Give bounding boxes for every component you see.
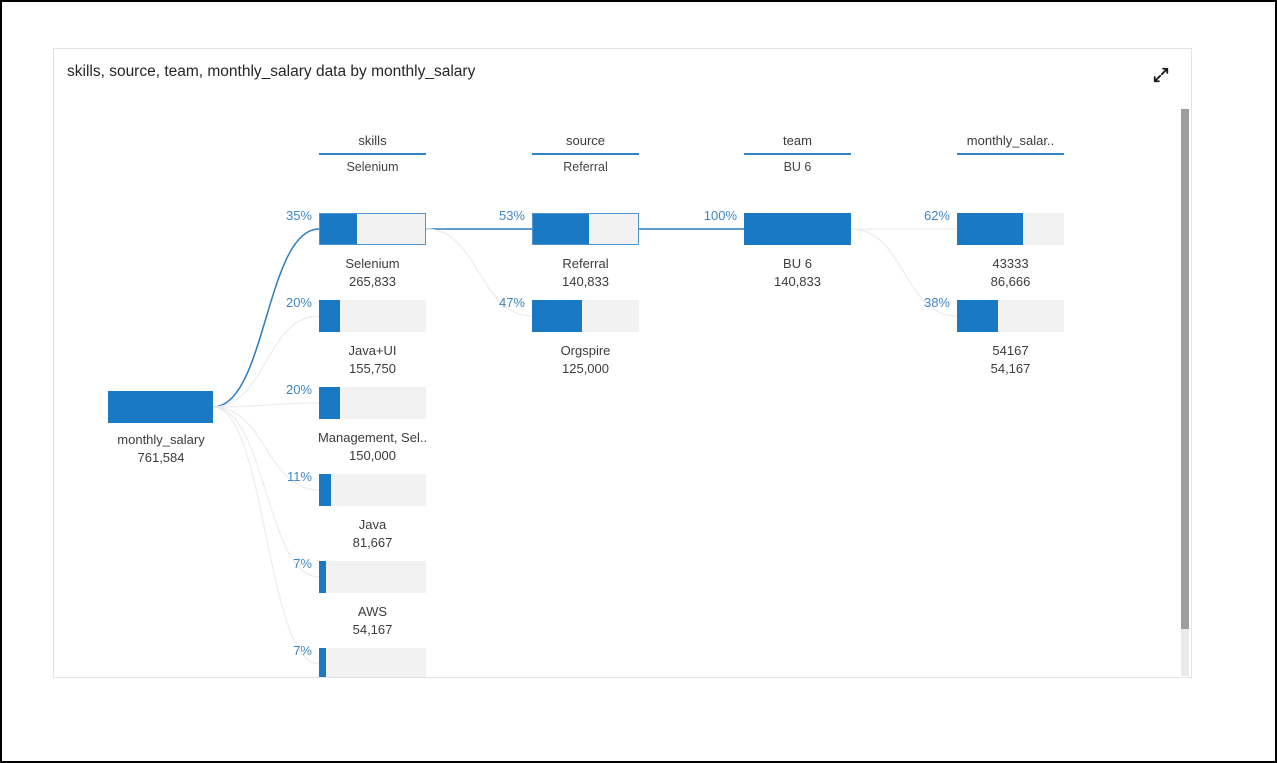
bar-fill (533, 214, 589, 244)
node-labels: Java+UI 155,750 (288, 342, 458, 378)
node-percent: 38% (923, 295, 950, 310)
node-value: 140,833 (562, 274, 609, 289)
node-percent: 100% (703, 208, 737, 223)
node-label: Java (358, 517, 387, 532)
bar-fill (957, 300, 998, 332)
column-underline (319, 153, 426, 155)
node-label: Selenium (345, 256, 400, 271)
node-label: Referral (562, 256, 609, 271)
root-value: 761,584 (137, 450, 185, 465)
node-value: 81,667 (352, 535, 393, 550)
tree-node-bar[interactable] (532, 300, 639, 332)
node-label: Java+UI (348, 343, 397, 358)
tree-node-bar[interactable] (319, 213, 426, 245)
bar-fill (319, 474, 331, 506)
tree-node-bar[interactable] (319, 561, 426, 593)
bar-fill (319, 648, 327, 677)
node-value: 155,750 (349, 361, 396, 376)
expand-icon (1151, 65, 1171, 85)
tree-node-bar[interactable] (532, 213, 639, 245)
bar-fill (319, 300, 341, 332)
scrollbar-thumb[interactable] (1181, 109, 1189, 629)
node-label: BU 6 (783, 256, 812, 271)
tree-node-bar[interactable] (319, 474, 426, 506)
bar-fill (108, 391, 213, 423)
node-label: 43333 (992, 256, 1029, 271)
node-percent: 11% (286, 469, 312, 484)
node-labels: Java 81,667 (288, 516, 458, 552)
node-labels: BU 6 140,833 (713, 255, 883, 291)
root-labels: monthly_salary 761,584 (76, 431, 246, 467)
scrollbar-track[interactable] (1181, 109, 1189, 676)
node-percent: 62% (923, 208, 950, 223)
node-labels: Orgspire 125,000 (501, 342, 671, 378)
node-label: 54167 (992, 343, 1029, 358)
node-percent: 7% (293, 556, 312, 571)
node-labels: Selenium 265,833 (288, 255, 458, 291)
bar-fill (744, 213, 851, 245)
node-value: 125,000 (562, 361, 609, 376)
bar-fill (319, 387, 341, 419)
node-labels: Referral 140,833 (501, 255, 671, 291)
tree-node-bar[interactable] (319, 387, 426, 419)
column-header-team: team (783, 133, 812, 148)
node-labels: Management, Sel.. 150,000 (288, 429, 458, 465)
node-percent: 7% (293, 643, 312, 658)
card-title: skills, source, team, monthly_salary dat… (67, 63, 476, 80)
node-labels: 54167 54,167 (926, 342, 1096, 378)
column-header-skills: skills (358, 133, 387, 148)
bar-fill (532, 300, 583, 332)
tree-node-bar[interactable] (957, 300, 1064, 332)
bar-fill (957, 213, 1024, 245)
node-value: 54,167 (990, 361, 1031, 376)
node-labels: 43333 86,666 (926, 255, 1096, 291)
column-underline (957, 153, 1064, 155)
node-label: AWS (357, 604, 388, 619)
column-underline (744, 153, 851, 155)
column-header-source: source (565, 133, 606, 148)
node-value: 150,000 (349, 448, 396, 463)
column-underline (532, 153, 639, 155)
node-value: 54,167 (352, 622, 393, 637)
node-value: 140,833 (774, 274, 821, 289)
node-value: 86,666 (990, 274, 1031, 289)
tree-node-bar[interactable] (319, 300, 426, 332)
node-percent: 47% (498, 295, 525, 310)
node-labels: AWS 54,167 (288, 603, 458, 639)
column-subtitle: Selenium (346, 160, 399, 174)
column-subtitle: BU 6 (783, 160, 812, 174)
decomposition-tree: monthly_salary 761,584 skills Selenium 35%… (54, 49, 1191, 677)
node-value: 265,833 (349, 274, 396, 289)
bar-fill (320, 214, 357, 244)
root-node-bar[interactable] (108, 391, 213, 423)
column-subtitle: Referral (563, 160, 608, 174)
node-percent: 35% (285, 208, 312, 223)
node-percent: 53% (498, 208, 525, 223)
tree-node-bar[interactable] (319, 648, 426, 677)
root-label: monthly_salary (117, 432, 205, 447)
chart-card: skills, source, team, monthly_salary dat… (53, 48, 1192, 678)
tree-node-bar[interactable] (744, 213, 851, 245)
bar-fill (319, 561, 327, 593)
node-label: Orgspire (560, 343, 611, 358)
expand-button[interactable] (1149, 63, 1173, 87)
tree-node-bar[interactable] (957, 213, 1064, 245)
node-percent: 20% (285, 295, 312, 310)
column-header-monthly-salar-: monthly_salar.. (966, 133, 1055, 148)
node-percent: 20% (285, 382, 312, 397)
tree-link (212, 402, 320, 408)
node-label: Management, Sel.. (317, 430, 428, 445)
